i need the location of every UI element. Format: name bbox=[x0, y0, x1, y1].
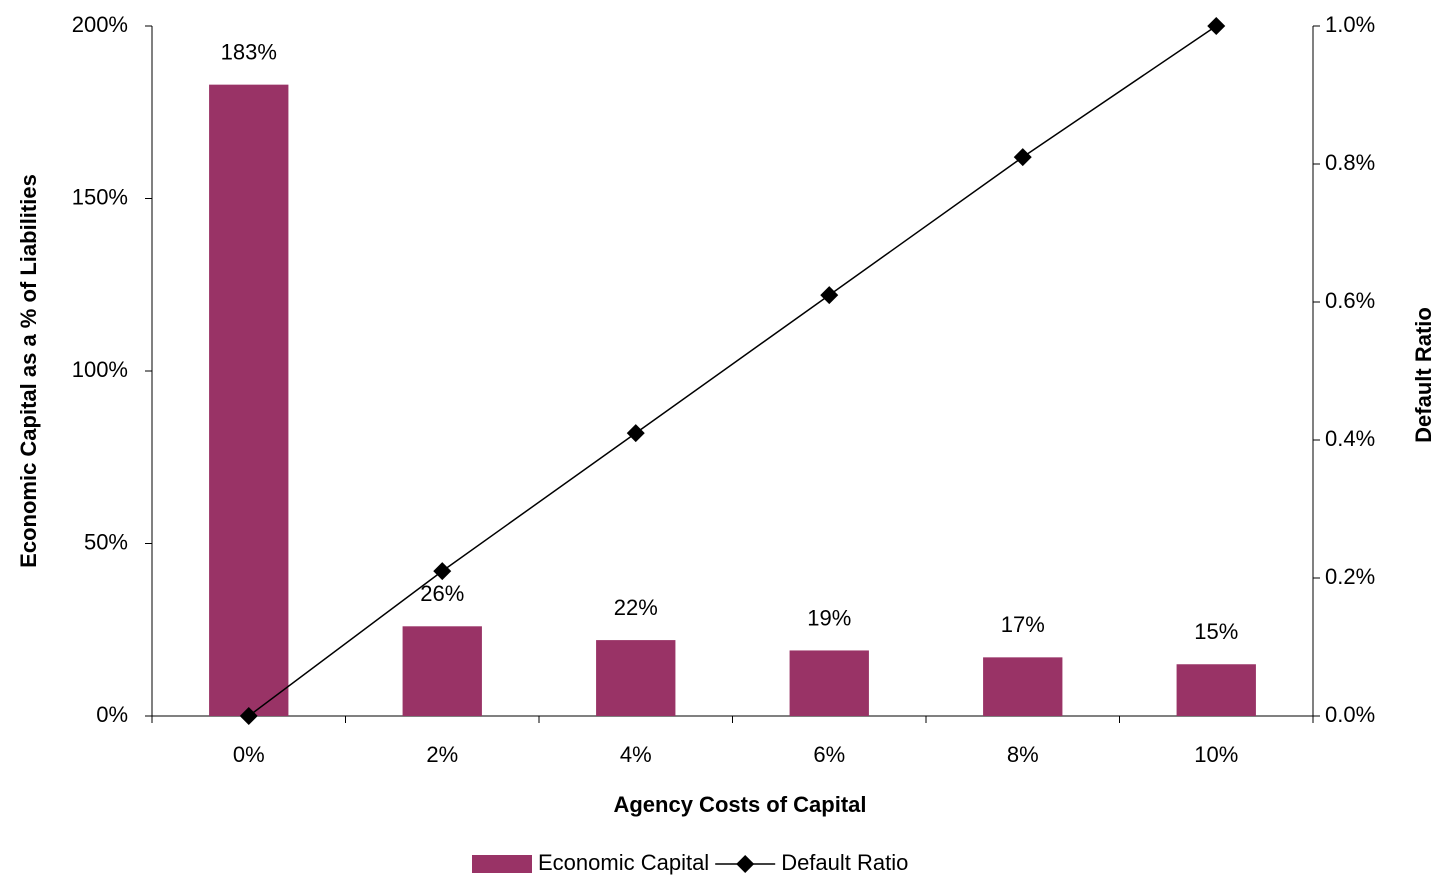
y-tick-label: 200% bbox=[72, 12, 128, 37]
x-axis-title: Agency Costs of Capital bbox=[613, 792, 866, 817]
marker bbox=[433, 562, 452, 581]
x-tick-label: 2% bbox=[426, 742, 458, 767]
x-tick-label: 0% bbox=[233, 742, 265, 767]
y2-axis-title: Default Ratio bbox=[1411, 307, 1436, 443]
legend-marker bbox=[736, 855, 755, 873]
data-label: 17% bbox=[1001, 612, 1045, 637]
legend-label: Economic Capital bbox=[538, 850, 709, 875]
bar bbox=[1176, 664, 1256, 716]
line bbox=[248, 25, 1217, 717]
y2-tick-label: 1.0% bbox=[1325, 12, 1375, 37]
marker bbox=[820, 286, 839, 305]
y-tick-label: 0% bbox=[96, 702, 128, 727]
x-tick-label: 8% bbox=[1007, 742, 1039, 767]
y-axis-title: Economic Capital as a % of Liabilities bbox=[16, 174, 41, 568]
y2-tick-label: 0.2% bbox=[1325, 564, 1375, 589]
marker bbox=[239, 707, 258, 725]
y2-tick-label: 0.6% bbox=[1325, 288, 1375, 313]
y2-tick-label: 0.4% bbox=[1325, 426, 1375, 451]
y-tick-label: 50% bbox=[84, 529, 128, 554]
data-label: 26% bbox=[420, 581, 464, 606]
data-label: 15% bbox=[1194, 619, 1238, 644]
bar bbox=[209, 84, 289, 716]
x-tick-label: 6% bbox=[813, 742, 845, 767]
bar bbox=[596, 640, 676, 716]
y2-tick-label: 0.0% bbox=[1325, 702, 1375, 727]
legend-item: Default Ratio bbox=[715, 850, 908, 875]
data-label: 183% bbox=[221, 39, 277, 64]
y2-tick-label: 0.8% bbox=[1325, 150, 1375, 175]
data-label: 19% bbox=[807, 605, 851, 630]
y-tick-label: 100% bbox=[72, 357, 128, 382]
marker bbox=[626, 424, 645, 443]
marker bbox=[1207, 17, 1226, 35]
data-label: 22% bbox=[614, 595, 658, 620]
bar bbox=[402, 626, 482, 716]
y-tick-label: 150% bbox=[72, 184, 128, 209]
legend-swatch bbox=[472, 855, 532, 873]
bar bbox=[789, 650, 869, 716]
bar bbox=[983, 657, 1063, 716]
x-tick-label: 10% bbox=[1194, 742, 1238, 767]
x-tick-label: 4% bbox=[620, 742, 652, 767]
legend-label: Default Ratio bbox=[781, 850, 908, 875]
legend-item: Economic Capital bbox=[472, 850, 709, 875]
marker bbox=[1013, 148, 1032, 167]
